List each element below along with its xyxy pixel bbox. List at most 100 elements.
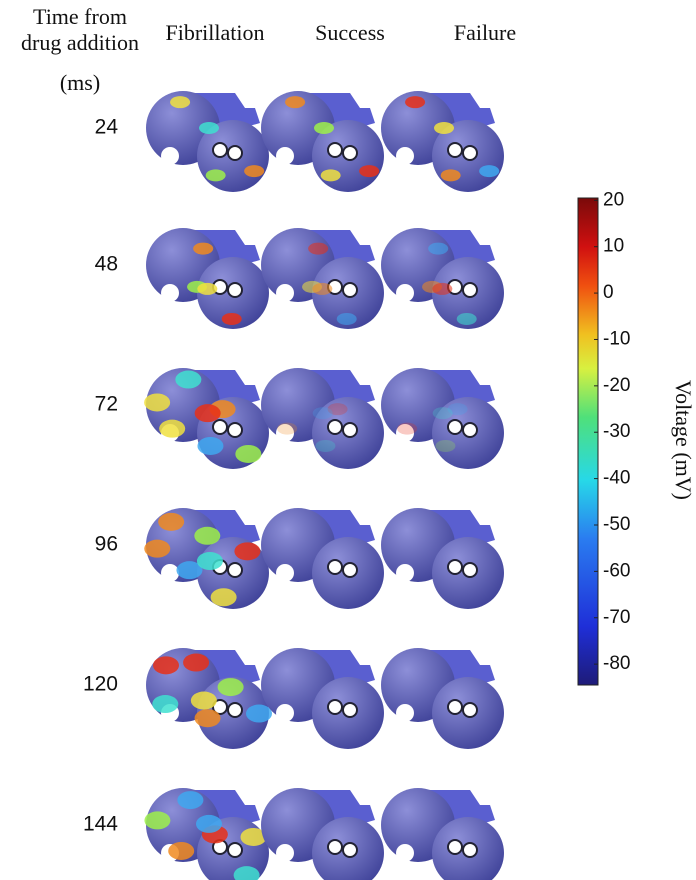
activity-patch [195, 709, 221, 727]
hole [463, 843, 477, 857]
hole [396, 844, 414, 862]
activity-patch [314, 122, 334, 134]
hole [343, 283, 357, 297]
heart [146, 228, 269, 329]
activity-patch [434, 122, 454, 134]
activity-patch [152, 695, 178, 713]
activity-patch [144, 811, 170, 829]
hole [213, 143, 227, 157]
heart [381, 91, 504, 192]
activity-patch [234, 542, 260, 560]
colorbar-tick-label: 10 [603, 236, 624, 257]
activity-patch [195, 404, 221, 422]
activity-patch [196, 815, 222, 833]
activity-patch [432, 283, 452, 295]
heart [381, 788, 504, 880]
hole [228, 146, 242, 160]
heart [381, 508, 504, 609]
activity-patch [153, 656, 179, 674]
hole [448, 560, 462, 574]
hole [328, 700, 342, 714]
heart [381, 648, 504, 749]
activity-patch [277, 423, 297, 435]
hole [276, 844, 294, 862]
hole [228, 563, 242, 577]
colorbar-label: Voltage (mV) [671, 380, 696, 500]
heart [261, 788, 384, 880]
activity-patch [170, 96, 190, 108]
colorbar-tick-label: -70 [603, 607, 630, 628]
hole [396, 704, 414, 722]
hole [448, 143, 462, 157]
activity-patch [313, 407, 333, 419]
colorbar-tick-label: 0 [603, 282, 614, 303]
activity-patch [144, 393, 170, 411]
hole [463, 563, 477, 577]
hole [228, 423, 242, 437]
colorbar-tick-label: -30 [603, 421, 630, 442]
heart [144, 508, 269, 609]
colorbar-tick-label: -50 [603, 514, 630, 535]
row-label: 72 [95, 393, 118, 416]
activity-patch [246, 705, 272, 723]
hole [228, 703, 242, 717]
heart [261, 508, 384, 609]
time-label-line: drug addition [21, 30, 139, 55]
hole [396, 284, 414, 302]
activity-patch [321, 169, 341, 181]
hole [161, 564, 179, 582]
activity-patch [159, 420, 185, 438]
activity-patch [235, 445, 261, 463]
activity-patch [183, 654, 209, 672]
hole [343, 146, 357, 160]
activity-patch [211, 588, 237, 606]
heart [144, 368, 269, 469]
activity-patch [168, 842, 194, 860]
hole [328, 143, 342, 157]
hole [276, 564, 294, 582]
hole [463, 283, 477, 297]
hole [161, 284, 179, 302]
activity-patch [191, 692, 217, 710]
activity-patch [433, 407, 453, 419]
activity-patch [435, 440, 455, 452]
activity-patch [359, 165, 379, 177]
activity-patch [428, 243, 448, 255]
activity-patch [197, 552, 223, 570]
hole [343, 843, 357, 857]
activity-patch [177, 791, 203, 809]
activity-patch [244, 165, 264, 177]
activity-patch [197, 283, 217, 295]
activity-patch [175, 371, 201, 389]
activity-patch [312, 283, 332, 295]
hole [228, 843, 242, 857]
hole [328, 840, 342, 854]
activity-patch [144, 540, 170, 558]
heart [381, 368, 504, 469]
hole [328, 560, 342, 574]
figure: Time fromdrug addition(ms) FibrillationS… [0, 0, 696, 880]
hole [276, 147, 294, 165]
hole [343, 563, 357, 577]
hole [463, 703, 477, 717]
hole [343, 423, 357, 437]
activity-patch [193, 243, 213, 255]
activity-patch [308, 243, 328, 255]
activity-patch [285, 96, 305, 108]
row-label: 120 [83, 673, 118, 696]
colorbar-tick-label: -10 [603, 328, 630, 349]
time-label-line: (ms) [60, 70, 100, 95]
activity-patch [405, 96, 425, 108]
activity-patch [479, 165, 499, 177]
hole [448, 420, 462, 434]
hole [448, 700, 462, 714]
time-label-line: Time from [33, 4, 127, 29]
activity-patch [158, 513, 184, 531]
colorbar-gradient [578, 198, 598, 685]
row-label: 24 [95, 116, 119, 139]
heart [261, 648, 384, 749]
hole [343, 703, 357, 717]
colorbar-tick-label: -80 [603, 653, 630, 674]
heart [146, 648, 272, 749]
